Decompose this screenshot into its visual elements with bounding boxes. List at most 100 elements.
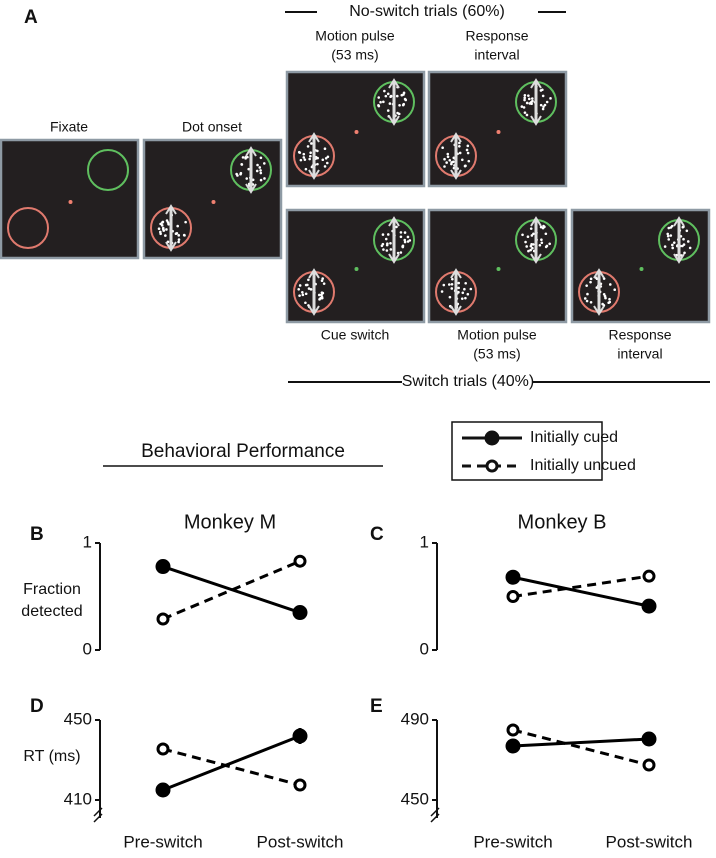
dot <box>446 152 450 156</box>
dot <box>523 93 527 97</box>
dot <box>304 292 308 296</box>
frame-label: Motion pulse <box>315 28 395 44</box>
dot <box>544 232 548 236</box>
data-point <box>293 778 307 792</box>
dot <box>157 227 161 231</box>
dot <box>177 234 181 237</box>
dot <box>183 234 186 237</box>
dot <box>451 277 454 281</box>
dot <box>245 177 249 180</box>
dot <box>176 224 179 228</box>
dot <box>309 154 312 158</box>
dot <box>586 292 589 296</box>
dot <box>241 156 245 159</box>
fixation <box>639 267 644 271</box>
dot <box>324 156 328 160</box>
dot <box>389 94 393 98</box>
dot <box>469 287 473 291</box>
data-point <box>155 559 171 575</box>
y-tick-label: 450 <box>401 789 429 808</box>
dot <box>402 93 405 96</box>
dot <box>465 148 469 152</box>
series-line <box>512 574 650 598</box>
dot <box>458 151 462 155</box>
dot <box>450 282 454 286</box>
dot <box>235 172 238 176</box>
dot <box>531 243 535 246</box>
dot <box>259 178 263 182</box>
frame-label: Dot onset <box>182 119 242 135</box>
no-switch-label: No-switch trials (60%) <box>349 3 505 20</box>
x-tick-label: Pre-switch <box>473 832 552 851</box>
dot <box>307 278 310 282</box>
dot <box>523 96 526 100</box>
dot <box>440 290 444 293</box>
dot <box>669 234 673 237</box>
dot <box>377 103 380 107</box>
stimulus-frame <box>570 208 711 324</box>
dot <box>452 156 456 160</box>
data-point <box>505 569 521 585</box>
dot <box>304 301 307 305</box>
dot <box>316 162 319 166</box>
data-point <box>292 728 308 744</box>
dot <box>595 286 599 289</box>
dot <box>251 178 255 182</box>
fixation <box>354 130 359 134</box>
dot <box>521 233 524 237</box>
dot <box>527 249 530 253</box>
data-point <box>292 605 308 621</box>
dot <box>448 295 452 299</box>
dot <box>527 94 530 97</box>
series-line <box>512 737 650 748</box>
dot <box>177 238 181 241</box>
dot <box>545 100 549 104</box>
dot <box>538 243 542 247</box>
dot <box>403 97 407 101</box>
dot <box>299 158 303 162</box>
legend-box <box>451 421 603 481</box>
dot <box>466 151 470 155</box>
dot <box>177 240 180 244</box>
fixation <box>68 200 73 204</box>
dot <box>688 246 692 250</box>
dot <box>184 220 187 224</box>
dot <box>384 237 388 241</box>
y-axis-label: RT (ms) <box>23 748 80 765</box>
dot <box>322 282 326 285</box>
dot <box>239 171 243 175</box>
legend-label: Initially uncued <box>530 457 636 474</box>
dot <box>303 158 307 161</box>
dot <box>601 302 604 306</box>
dot <box>160 224 164 227</box>
axis-break <box>93 807 103 823</box>
dot <box>304 283 308 287</box>
dot <box>663 245 667 248</box>
arrow-head <box>530 216 542 264</box>
arrow-head <box>308 268 320 316</box>
arrow-head <box>388 78 400 126</box>
fixation <box>496 130 501 134</box>
stimulus-frame <box>427 70 568 188</box>
dot <box>386 109 390 112</box>
dot <box>527 97 531 101</box>
fixation <box>354 267 359 271</box>
dot <box>525 113 529 117</box>
dot <box>383 89 386 93</box>
frame-label: interval <box>617 346 662 362</box>
dot <box>403 238 407 242</box>
dot <box>685 229 689 233</box>
dot <box>263 177 266 180</box>
dot <box>681 225 685 229</box>
dot <box>325 161 329 165</box>
dot <box>457 286 460 290</box>
frame-label: Cue switch <box>321 327 389 343</box>
dot <box>399 235 403 239</box>
dot <box>671 246 674 250</box>
dot <box>589 300 593 304</box>
dot <box>165 219 169 222</box>
dot <box>304 167 308 171</box>
dot <box>666 232 670 236</box>
data-point <box>642 758 656 772</box>
arrow-head <box>165 204 177 252</box>
